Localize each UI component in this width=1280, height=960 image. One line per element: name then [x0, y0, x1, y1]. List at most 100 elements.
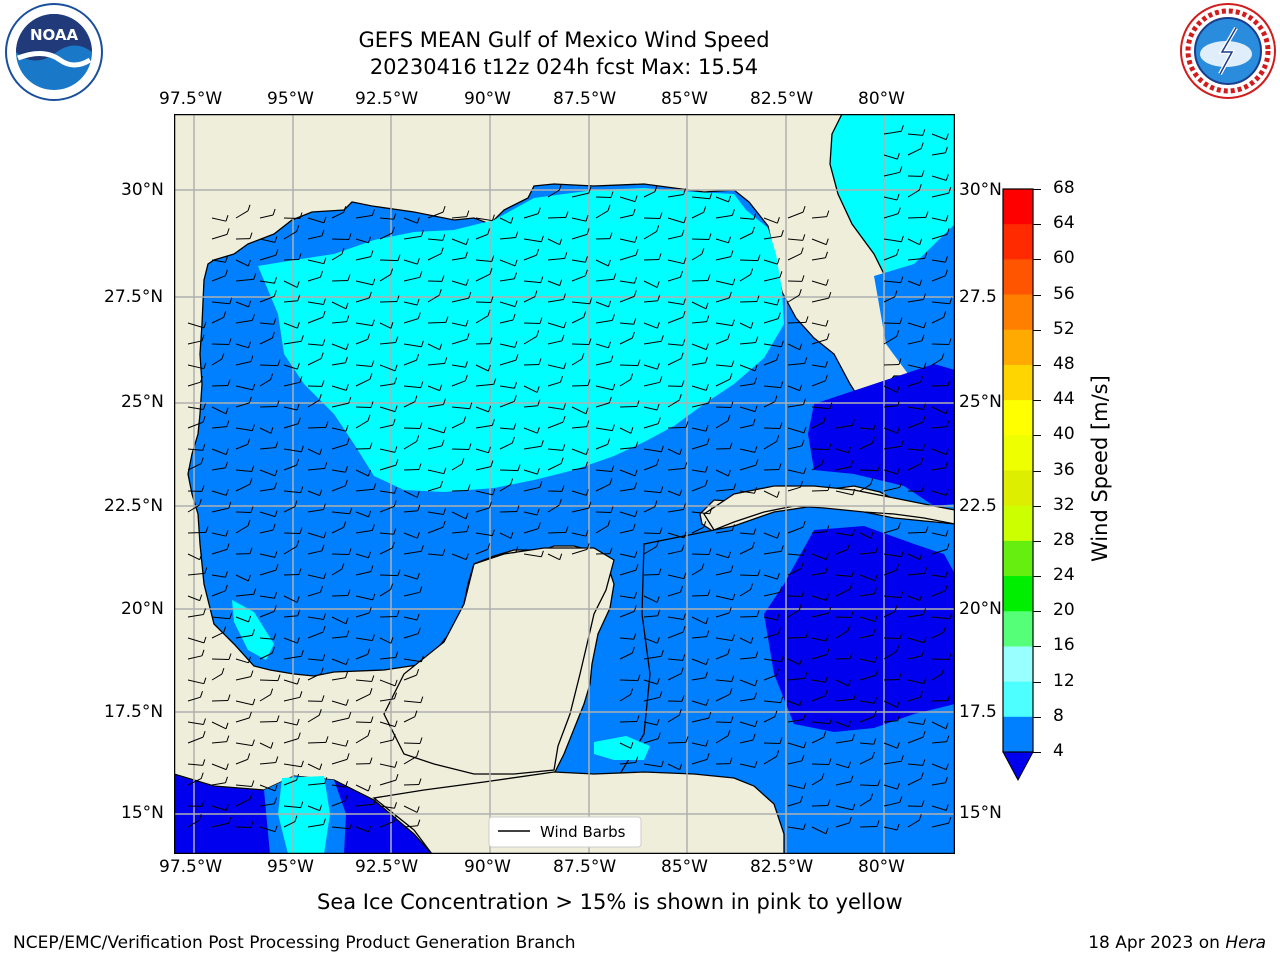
wind-barb-flag — [658, 568, 662, 575]
colorbar-tick-label: 52 — [1053, 318, 1075, 339]
wind-barb — [811, 679, 826, 683]
map-panel: Wind Barbs — [174, 114, 955, 854]
wind-barb-flag — [634, 551, 638, 558]
wind-barb-flag — [395, 336, 399, 343]
lat-label: 20°N — [121, 599, 164, 619]
wind-barb-flag — [345, 384, 349, 391]
wind-barb-flag — [272, 523, 276, 531]
wind-barb-flag — [802, 205, 806, 213]
wind-barb — [187, 736, 204, 744]
wind-barb — [259, 214, 274, 219]
wind-barb — [907, 553, 920, 561]
wind-barb — [355, 735, 369, 744]
wind-barb-flag — [198, 499, 202, 506]
wind-barb — [883, 801, 901, 807]
wind-barb-flag — [416, 750, 420, 757]
wind-barb — [835, 721, 849, 728]
wind-barb — [523, 322, 541, 324]
wind-barb-flag — [636, 715, 640, 722]
wind-barb-flag — [680, 271, 683, 278]
wind-barb — [907, 819, 920, 828]
colorbar-segment — [1003, 364, 1033, 401]
wind-barb — [331, 717, 349, 723]
wind-barb — [859, 532, 872, 539]
wind-barb-flag — [685, 421, 689, 428]
wind-barb-flag — [343, 521, 347, 528]
wind-barb — [907, 238, 920, 246]
wind-barb-flag — [920, 457, 924, 464]
wind-barb — [499, 427, 514, 430]
wind-barb — [403, 825, 418, 828]
wind-barb — [547, 189, 560, 198]
colorbar-tick-label: 36 — [1053, 459, 1075, 480]
wind-barb-flag — [805, 316, 809, 323]
wind-barb — [259, 762, 276, 765]
wind-barb-flag — [774, 395, 778, 402]
wind-barb-flag — [896, 701, 900, 708]
wind-barb-flag — [418, 463, 422, 470]
wind-barb-flag — [248, 656, 251, 663]
wind-barb-flag — [203, 403, 206, 410]
wind-barb-flag — [706, 753, 710, 760]
wind-barb — [907, 421, 924, 429]
wind-barb-flag — [727, 729, 731, 736]
wind-barb — [739, 383, 755, 387]
wind-barb-flag — [416, 532, 420, 539]
wind-barb — [211, 574, 226, 578]
wind-barb-flag — [368, 510, 372, 518]
wind-barb — [355, 784, 369, 792]
wind-barb — [259, 742, 272, 749]
wind-barb-flag — [828, 291, 832, 299]
wind-barb — [235, 427, 253, 432]
nws-logo — [1178, 2, 1278, 100]
wind-barb — [763, 301, 778, 306]
wind-barb — [691, 636, 707, 639]
colorbar-tick-mark — [1033, 329, 1041, 331]
wind-barb-flag — [611, 314, 615, 321]
wind-barb — [235, 758, 248, 765]
wind-barb-flag — [493, 378, 497, 385]
wind-barb-flag — [419, 586, 423, 593]
wind-barb — [883, 650, 897, 660]
wind-barb — [331, 427, 347, 432]
wind-barb-flag — [659, 527, 663, 534]
wind-barb — [907, 133, 923, 136]
wind-barb — [931, 763, 947, 771]
wind-barb-flag — [728, 195, 732, 203]
wind-barb — [691, 280, 709, 282]
wind-barb — [835, 698, 854, 702]
wind-barb-flag — [848, 446, 851, 453]
wind-barb — [667, 673, 682, 681]
wind-barb — [739, 490, 755, 494]
wind-barb-flag — [270, 427, 274, 434]
wind-barb — [379, 532, 394, 535]
wind-barb — [931, 574, 946, 578]
wind-barb-flag — [223, 626, 227, 633]
wind-barb — [403, 343, 422, 348]
wind-barb — [451, 406, 470, 410]
wind-barb — [307, 741, 327, 744]
wind-barb-flag — [345, 466, 348, 473]
wind-barb — [907, 148, 922, 156]
wind-barb-flag — [925, 211, 929, 218]
lon-label: 92.5°W — [355, 89, 419, 109]
wind-barb-flag — [896, 645, 900, 652]
wind-barb-flag — [416, 806, 420, 813]
wind-barb — [403, 301, 418, 306]
colorbar-segment — [1003, 329, 1033, 366]
wind-barb — [427, 385, 440, 392]
wind-barb-flag — [392, 733, 396, 741]
wind-barb-flag — [731, 675, 735, 682]
wind-barb-flag — [419, 422, 423, 429]
wind-barb-flag — [630, 373, 634, 380]
wind-barb-flag — [491, 529, 495, 536]
wind-barb-flag — [514, 272, 517, 279]
wind-barb-flag — [396, 610, 400, 617]
wind-barb-flag — [680, 352, 684, 359]
wind-barb — [259, 254, 277, 261]
wind-barb-flag — [201, 334, 205, 341]
wind-barb-flag — [607, 519, 611, 526]
wind-barb-flag — [728, 236, 731, 243]
lon-label: 90°W — [464, 857, 511, 877]
wind-barb-flag — [631, 331, 635, 339]
